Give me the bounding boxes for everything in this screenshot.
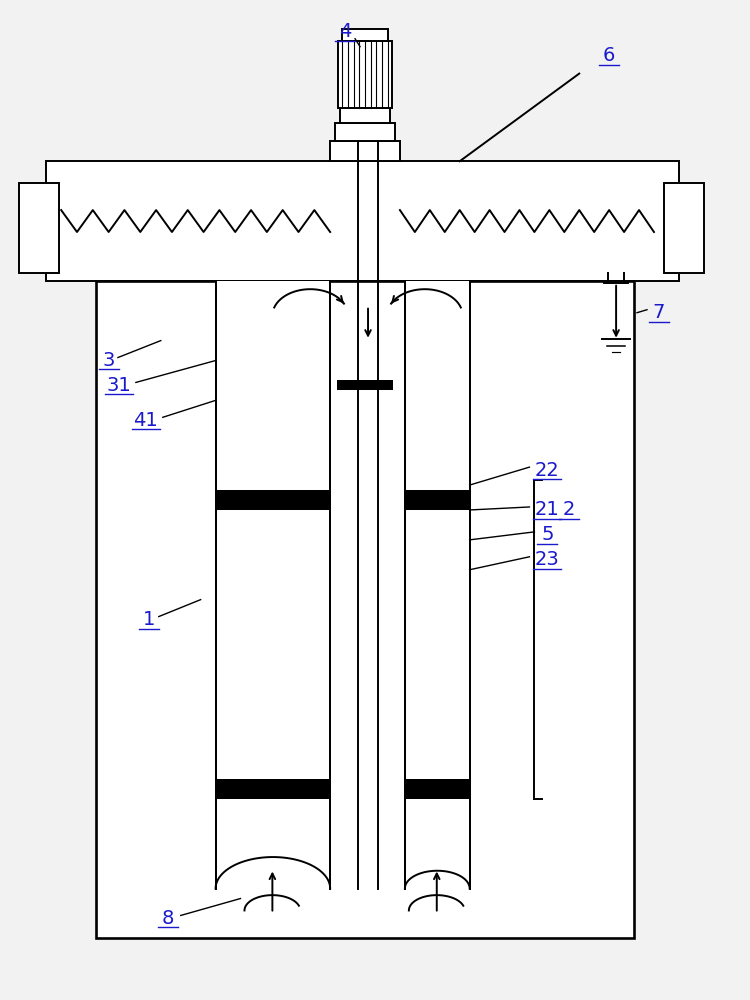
Text: 41: 41 — [134, 411, 158, 430]
Text: 5: 5 — [541, 525, 554, 544]
Bar — [405, 281, 470, 490]
Bar — [664, 183, 704, 273]
Bar — [335, 123, 395, 141]
Text: 23: 23 — [535, 550, 560, 569]
Bar — [405, 510, 470, 779]
Bar — [342, 29, 388, 41]
Text: 8: 8 — [161, 909, 174, 928]
Bar — [340, 108, 390, 123]
Bar — [405, 490, 470, 510]
Text: 22: 22 — [535, 461, 560, 480]
Bar — [215, 490, 330, 510]
Bar — [338, 41, 392, 108]
Text: 3: 3 — [103, 351, 116, 370]
Text: 1: 1 — [142, 610, 155, 629]
Text: 4: 4 — [339, 22, 351, 41]
Bar — [405, 799, 470, 889]
Text: 21: 21 — [535, 500, 560, 519]
Bar — [20, 183, 59, 273]
Bar — [215, 510, 330, 779]
Text: 7: 7 — [652, 303, 665, 322]
Text: 6: 6 — [603, 46, 615, 65]
Bar — [215, 779, 330, 799]
Bar — [215, 281, 330, 490]
Bar — [330, 141, 400, 161]
Bar — [338, 380, 393, 390]
Bar — [215, 799, 330, 889]
Bar — [46, 161, 679, 281]
Text: 31: 31 — [106, 376, 131, 395]
Bar — [405, 779, 470, 799]
Text: 2: 2 — [563, 500, 575, 519]
Bar — [96, 281, 634, 938]
